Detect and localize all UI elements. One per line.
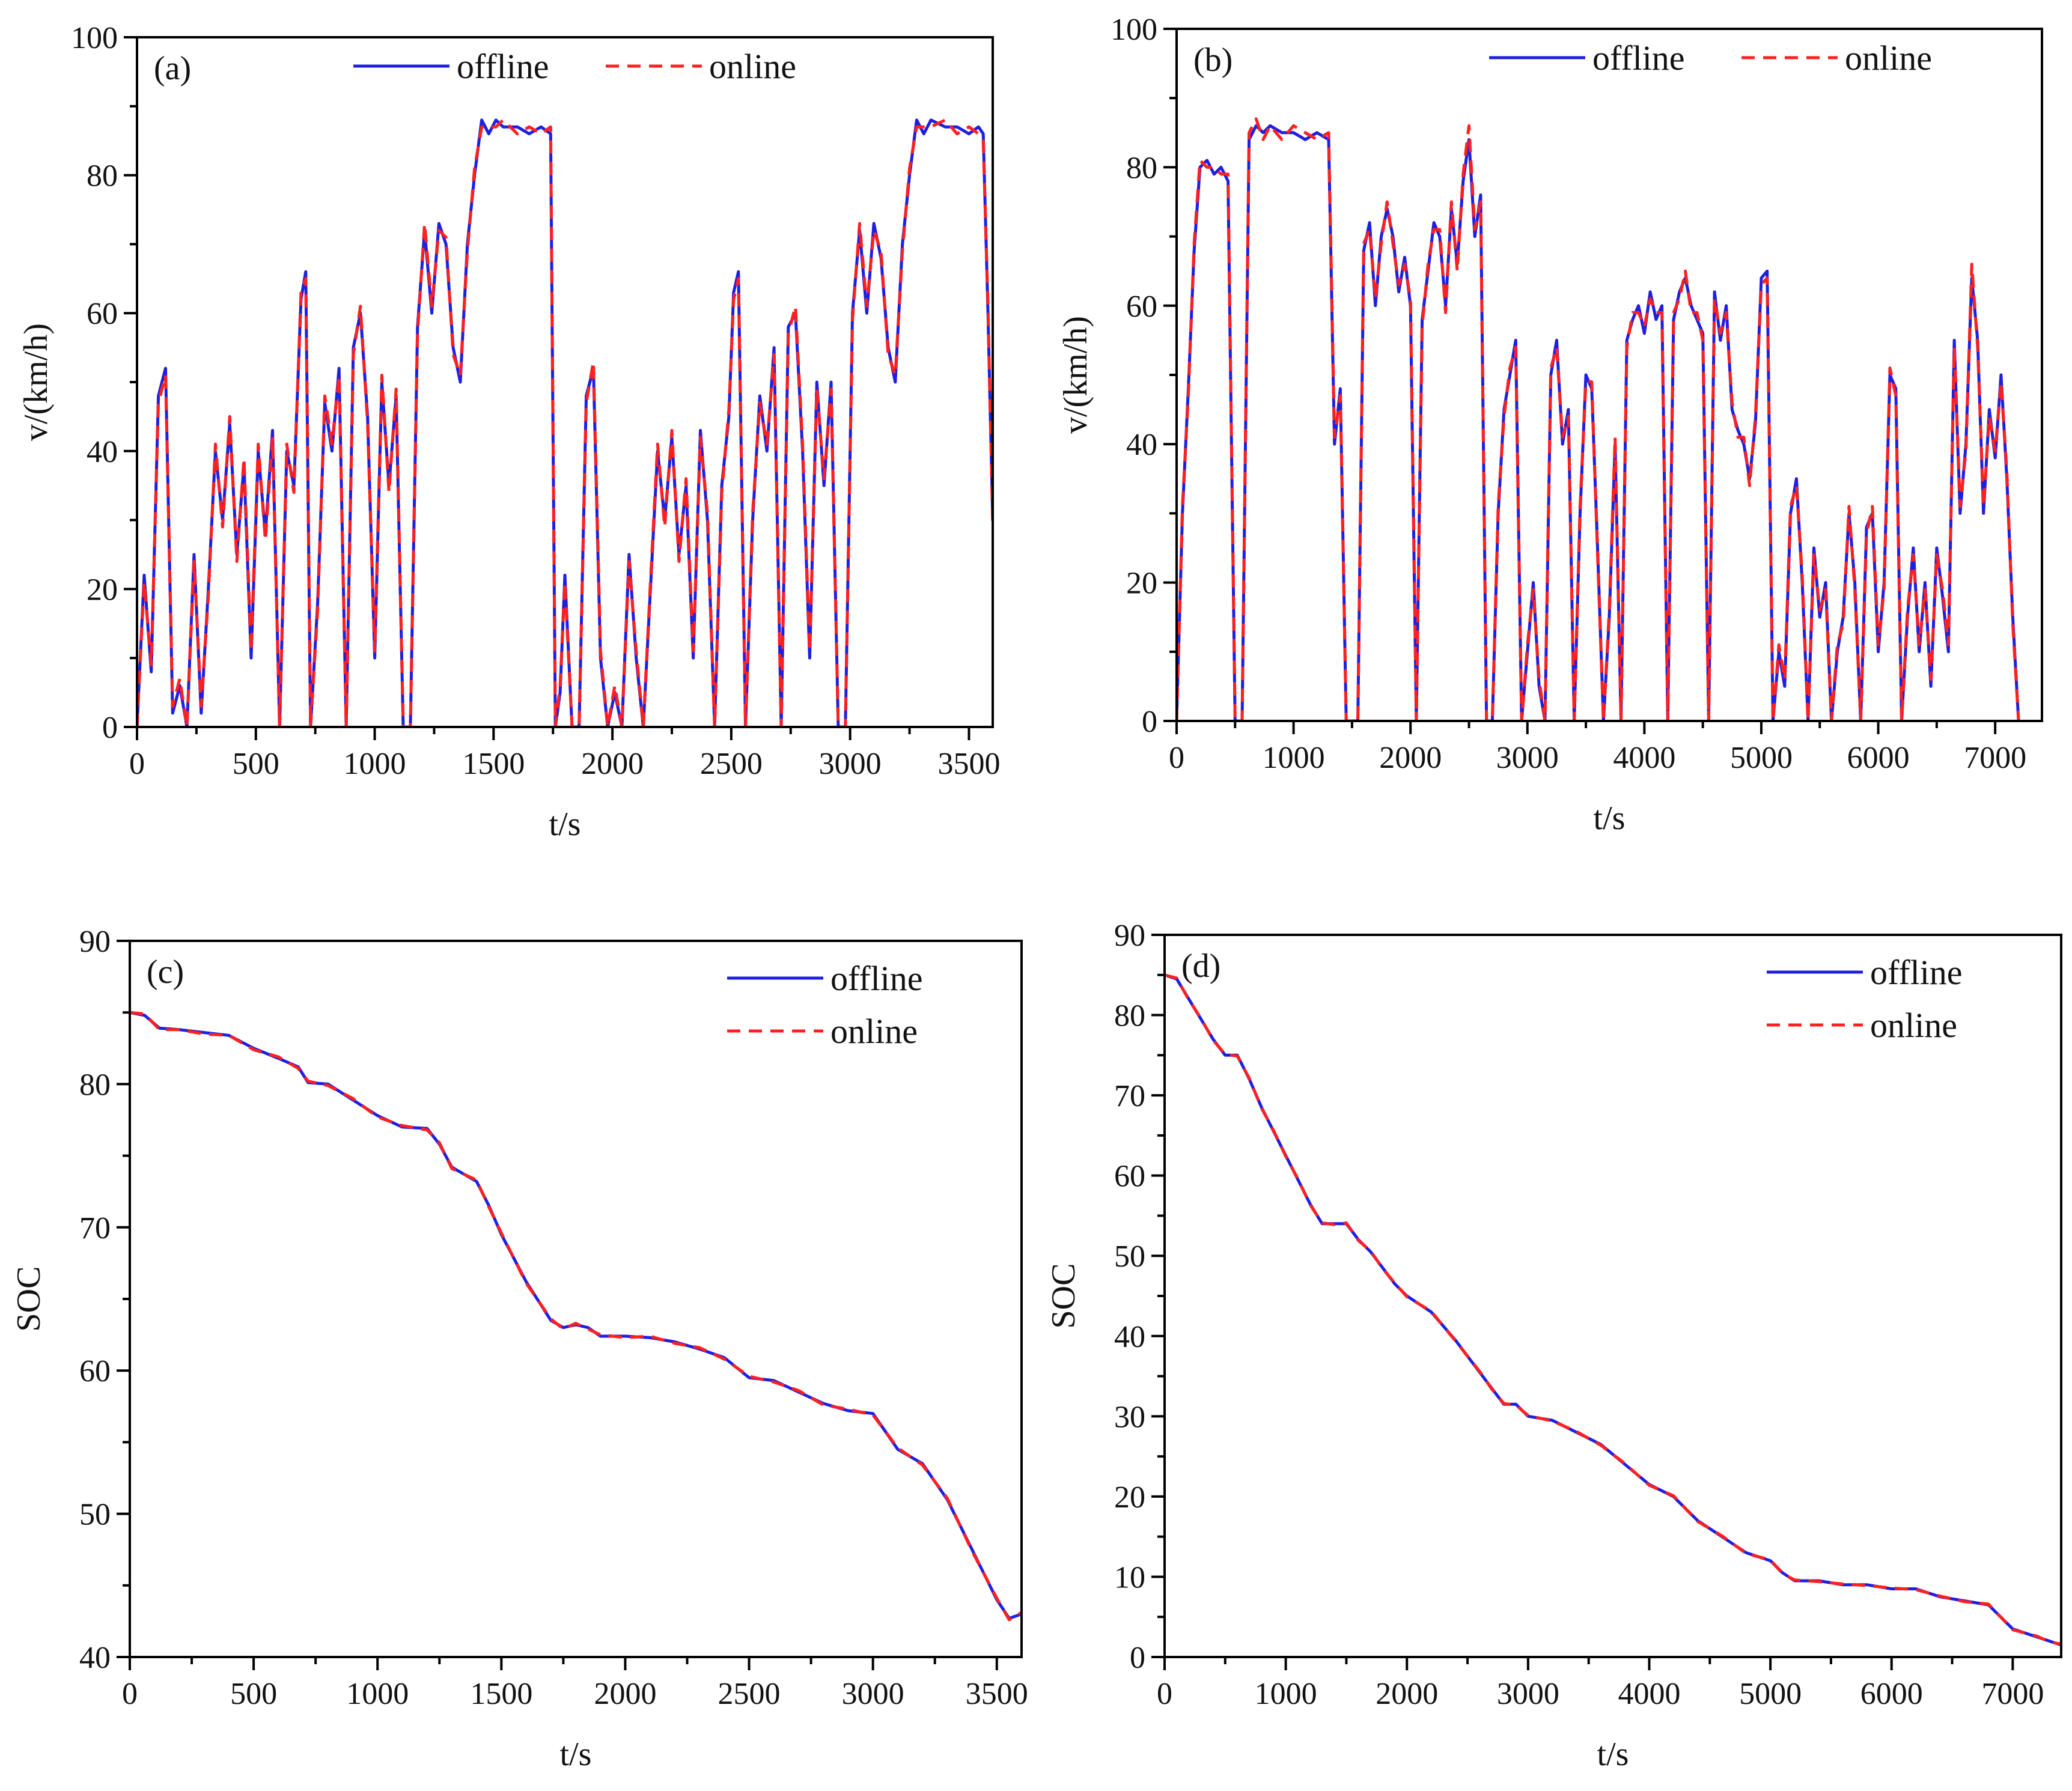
y-tick-label: 0	[1130, 1641, 1145, 1675]
y-tick-label: 60	[1114, 1160, 1145, 1194]
y-tick-label: 80	[87, 159, 118, 193]
series-line-online	[1177, 117, 2020, 721]
y-tick-label: 80	[1114, 999, 1145, 1033]
legend-label-offline: offline	[1592, 38, 1685, 78]
x-tick-label: 3500	[937, 747, 1000, 781]
y-tick-label: 90	[1114, 919, 1145, 953]
y-tick-label: 30	[1114, 1400, 1145, 1434]
panel-label: (c)	[147, 953, 184, 991]
legend-label-online: online	[1845, 38, 1932, 78]
x-tick-label: 7000	[1981, 1677, 2044, 1711]
y-tick-label: 20	[1114, 1480, 1145, 1515]
y-tick-label: 70	[1114, 1079, 1145, 1113]
y-tick-label: 0	[102, 711, 118, 745]
x-tick-label: 2000	[1379, 741, 1442, 775]
panel-label: (b)	[1193, 41, 1233, 79]
series-line-offline	[137, 118, 993, 727]
x-tick-label: 2500	[700, 747, 763, 781]
x-tick-label: 6000	[1860, 1677, 1923, 1711]
y-axis-label: SOC	[1045, 1263, 1082, 1329]
x-tick-label: 3000	[819, 747, 882, 781]
chart-panel-2: 0 1000 2000 3000 4000 5000 6000 7000 0 20 40 60 80 10…	[1057, 13, 2043, 837]
chart-panel-4: 0 1000 2000 3000 4000 5000 6000 7000 0 10 20 30 40 50…	[1045, 919, 2062, 1773]
y-tick-label: 40	[79, 1641, 111, 1675]
x-tick-label: 2500	[718, 1677, 781, 1711]
legend-label-online: online	[1870, 1006, 1957, 1045]
y-tick-label: 50	[1114, 1239, 1145, 1274]
plot-frame	[136, 36, 994, 728]
x-tick-label: 4000	[1618, 1677, 1680, 1711]
x-tick-label: 0	[122, 1677, 138, 1711]
legend-label-online: online	[709, 47, 796, 86]
x-tick-label: 1000	[344, 747, 406, 781]
x-tick-label: 2000	[594, 1677, 656, 1711]
x-tick-label: 5000	[1730, 741, 1793, 775]
y-tick-label: 100	[1111, 13, 1157, 47]
panel-label: (d)	[1181, 947, 1220, 985]
series-line-offline	[130, 1011, 1022, 1620]
series-line-offline	[1177, 124, 2020, 721]
legend: offline online	[727, 959, 923, 1051]
x-tick-label: 500	[233, 747, 279, 781]
y-tick-label: 20	[87, 573, 118, 607]
y-tick-label: 40	[1114, 1320, 1145, 1354]
legend-label-offline: offline	[1870, 953, 1963, 992]
y-tick-label: 0	[1142, 705, 1157, 739]
y-tick-label: 80	[1126, 151, 1157, 185]
y-tick-label: 40	[87, 435, 118, 469]
y-tick-label: 10	[1114, 1560, 1145, 1595]
x-tick-label: 2000	[581, 747, 644, 781]
series-line-online	[137, 118, 993, 727]
x-tick-label: 2000	[1376, 1677, 1438, 1711]
x-tick-label: 5000	[1739, 1677, 1802, 1711]
legend-label-offline: offline	[457, 47, 549, 86]
y-tick-label: 40	[1126, 428, 1157, 462]
x-tick-label: 3000	[842, 1677, 904, 1711]
x-tick-label: 6000	[1847, 741, 1910, 775]
x-tick-label: 0	[129, 747, 145, 781]
legend: offline online	[353, 47, 796, 86]
y-tick-label: 80	[79, 1068, 111, 1102]
chart-panel-3: 0 500 1000 1500 2000 2500 3000 3500 40 50 60 70 80 90…	[10, 925, 1028, 1773]
x-axis-label: t/s	[560, 1736, 592, 1773]
x-tick-label: 500	[230, 1677, 277, 1711]
legend: offline online	[1767, 953, 1963, 1045]
y-axis-label: v/(km/h)	[1057, 316, 1094, 434]
legend-label-online: online	[830, 1012, 918, 1051]
y-tick-label: 90	[79, 925, 111, 959]
x-tick-label: 0	[1157, 1677, 1172, 1711]
y-tick-label: 60	[87, 297, 118, 331]
chart-panel-1: 0 500 1000 1500 2000 2500 3000 3500 0 20 40 60 80 100…	[17, 21, 1000, 843]
y-tick-label: 70	[79, 1211, 111, 1245]
x-tick-label: 1000	[346, 1677, 409, 1711]
panel-label: (a)	[154, 50, 191, 87]
x-tick-label: 3000	[1497, 1677, 1559, 1711]
x-tick-label: 7000	[1964, 741, 2026, 775]
y-axis-label: v/(km/h)	[17, 323, 55, 441]
x-axis-label: t/s	[1594, 800, 1626, 837]
y-tick-label: 50	[79, 1498, 111, 1532]
x-tick-label: 1000	[1255, 1677, 1317, 1711]
x-tick-label: 0	[1169, 741, 1184, 775]
series-line-online	[1165, 973, 2061, 1646]
x-tick-label: 4000	[1613, 741, 1675, 775]
x-tick-label: 1500	[462, 747, 525, 781]
x-tick-label: 3000	[1496, 741, 1559, 775]
x-axis-label: t/s	[1597, 1736, 1629, 1773]
y-axis-label: SOC	[10, 1266, 47, 1332]
y-tick-label: 60	[1126, 290, 1157, 324]
y-tick-label: 20	[1126, 567, 1157, 601]
series-line-online	[130, 1011, 1022, 1622]
legend: offline online	[1489, 38, 1932, 78]
x-tick-label: 1000	[1263, 741, 1325, 775]
y-tick-label: 60	[79, 1354, 111, 1388]
x-axis-label: t/s	[549, 806, 581, 843]
x-tick-label: 3500	[966, 1677, 1028, 1711]
x-tick-label: 1500	[470, 1677, 532, 1711]
y-tick-label: 100	[71, 21, 118, 55]
series-line-offline	[1165, 973, 2061, 1647]
legend-label-offline: offline	[830, 959, 923, 998]
